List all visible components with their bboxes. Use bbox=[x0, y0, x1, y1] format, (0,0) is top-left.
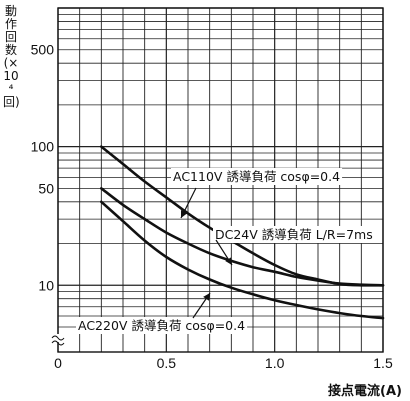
x-tick-label: 0 bbox=[54, 355, 62, 371]
y-tick-label: 500 bbox=[31, 42, 55, 58]
y-axis-label: 動作回数(×10⁴回) bbox=[3, 5, 19, 109]
y-tick-label: 50 bbox=[38, 180, 54, 196]
y-tick-label: 100 bbox=[31, 139, 55, 155]
annotation-text: AC220V 誘導負荷 cosφ=0.4 bbox=[78, 318, 245, 333]
x-tick-label: 1.0 bbox=[265, 355, 285, 371]
curve-labels: AC110V 誘導負荷 cosφ=0.4 DC24V 誘導負荷 L/R=7ms AC… bbox=[76, 168, 375, 334]
x-tick-label: 1.5 bbox=[373, 355, 393, 371]
x-tick-label: 0.5 bbox=[157, 355, 177, 371]
annotation-ac110v: AC110V 誘導負荷 cosφ=0.4 bbox=[171, 168, 342, 218]
x-axis-label: 接点電流(A) bbox=[328, 383, 402, 399]
y-axis-break bbox=[52, 334, 64, 345]
y-tick-label: 10 bbox=[38, 277, 54, 293]
annotation-arrowhead bbox=[203, 293, 210, 301]
annotation-text: DC24V 誘導負荷 L/R=7ms bbox=[215, 227, 373, 242]
annotation-text: AC110V 誘導負荷 cosφ=0.4 bbox=[173, 169, 340, 184]
